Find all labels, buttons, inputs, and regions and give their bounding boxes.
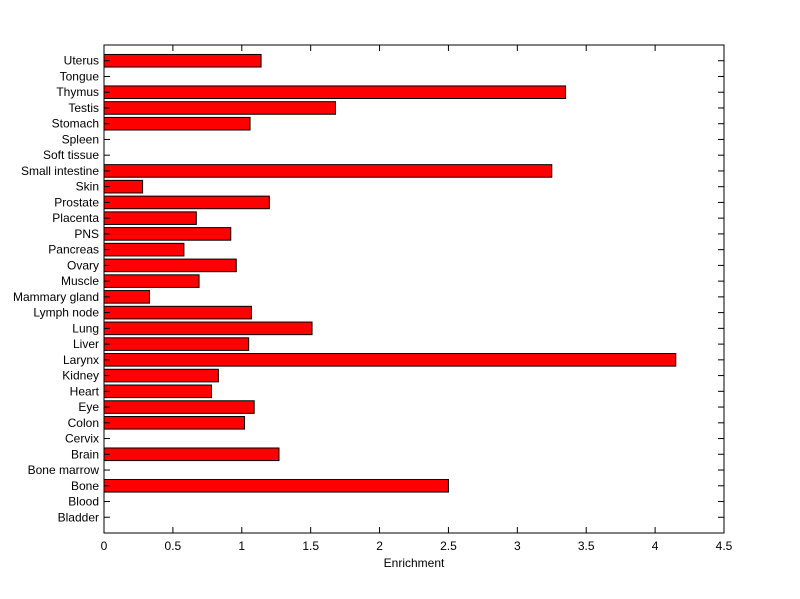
x-tick-label: 3 bbox=[514, 539, 521, 553]
bar-uterus bbox=[103, 53, 262, 68]
y-tick-label: Mammary gland bbox=[13, 290, 99, 304]
y-tick-label: Colon bbox=[68, 416, 99, 430]
bar-larynx bbox=[103, 353, 677, 367]
y-tick-label: Lung bbox=[72, 321, 99, 335]
bar-kidney bbox=[103, 368, 219, 383]
y-tick-label: Heart bbox=[70, 384, 100, 398]
bar-testis bbox=[103, 101, 336, 115]
y-tick-label: Testis bbox=[68, 101, 99, 115]
y-tick-label: Soft tissue bbox=[43, 148, 99, 162]
y-tick-label: Lymph node bbox=[33, 306, 99, 320]
x-tick-label: 3.5 bbox=[578, 539, 595, 553]
y-tick-label: Cervix bbox=[65, 432, 99, 446]
bar-colon bbox=[103, 416, 246, 430]
y-tick-label: Eye bbox=[78, 400, 99, 414]
y-tick-label: Placenta bbox=[52, 211, 99, 225]
y-tick-label: Ovary bbox=[67, 258, 99, 272]
bar-brain bbox=[103, 447, 280, 462]
y-tick-label: Pancreas bbox=[48, 243, 99, 257]
y-tick-label: Bladder bbox=[58, 510, 99, 524]
y-tick-label: Bone marrow bbox=[28, 463, 100, 477]
y-tick-label: PNS bbox=[74, 227, 99, 241]
y-tick-label: Kidney bbox=[62, 369, 99, 383]
x-tick-labels: 0 0.5 1 1.5 2 2.5 3 3.5 4 4.5 bbox=[101, 539, 733, 553]
y-tick-label: Liver bbox=[73, 337, 99, 351]
y-tick-label: Thymus bbox=[56, 85, 99, 99]
bar-lymph-node bbox=[103, 305, 252, 320]
bar-liver bbox=[103, 337, 250, 351]
bar-lung bbox=[103, 321, 313, 336]
y-tick-label: Stomach bbox=[52, 117, 99, 131]
y-tick-label: Bone bbox=[71, 479, 99, 493]
ticks-group bbox=[103, 45, 725, 533]
bar-small-intestine bbox=[103, 164, 553, 178]
plot-frame bbox=[103, 44, 725, 534]
bar-prostate bbox=[103, 195, 270, 210]
x-tick-label: 0.5 bbox=[165, 539, 182, 553]
bar-ovary bbox=[103, 258, 237, 273]
y-tick-label: Spleen bbox=[62, 132, 99, 146]
y-tick-label: Brain bbox=[71, 447, 99, 461]
x-tick-label: 2 bbox=[376, 539, 383, 553]
bar-mammary-gland bbox=[103, 290, 150, 304]
y-tick-label: Uterus bbox=[64, 54, 99, 68]
bar-muscle bbox=[103, 274, 200, 288]
x-tick-label: 0 bbox=[101, 539, 108, 553]
y-tick-label: Skin bbox=[76, 180, 99, 194]
bar-placenta bbox=[103, 211, 197, 225]
bar-heart bbox=[103, 384, 212, 399]
x-tick-label: 2.5 bbox=[440, 539, 457, 553]
bar-eye bbox=[103, 400, 255, 414]
x-axis-title: Enrichment bbox=[384, 556, 445, 570]
x-tick-label: 1.5 bbox=[302, 539, 319, 553]
bar-thymus bbox=[103, 85, 567, 100]
y-tick-label: Larynx bbox=[63, 353, 99, 367]
x-tick-label: 1 bbox=[238, 539, 245, 553]
x-tick-label: 4.5 bbox=[716, 539, 733, 553]
x-tick-label: 4 bbox=[652, 539, 659, 553]
y-tick-label: Small intestine bbox=[21, 164, 99, 178]
y-tick-label: Prostate bbox=[54, 195, 99, 209]
y-tick-label: Blood bbox=[68, 495, 99, 509]
y-tick-label: Muscle bbox=[61, 274, 99, 288]
bar-bone bbox=[103, 478, 449, 493]
bar-pns bbox=[103, 227, 232, 241]
y-tick-label: Tongue bbox=[60, 69, 100, 83]
bar-stomach bbox=[103, 116, 251, 131]
bar-pancreas bbox=[103, 242, 185, 257]
